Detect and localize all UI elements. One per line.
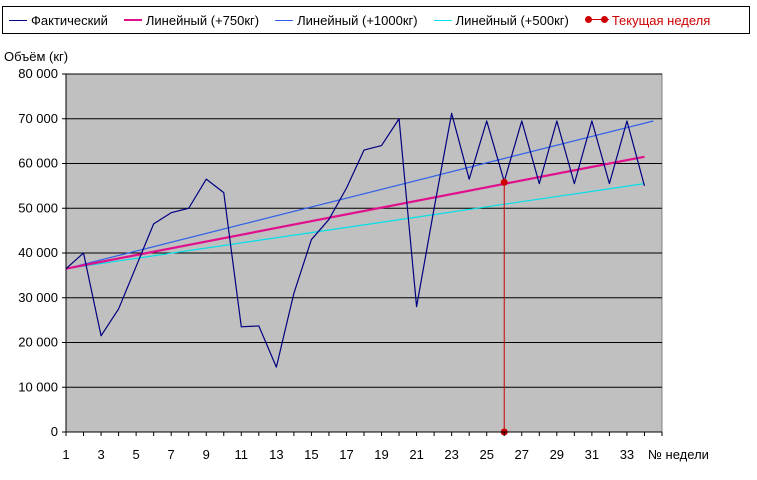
x-tick-label: 3 [97,447,104,462]
series-line-2 [65,120,654,270]
x-tick-label: 31 [585,447,599,462]
series-line-0 [65,112,646,368]
x-tick-label: 5 [133,447,140,462]
legend-label-current-week: Текущая неделя [611,12,711,28]
legend-swatch-linear-1000 [275,19,294,21]
legend-swatch-linear-500 [433,19,452,21]
y-tick-label: 60 000 [18,156,58,171]
legend-item-linear-500: Линейный (+500кг) [433,12,569,28]
x-tick-label: 21 [409,447,423,462]
y-tick-label: 40 000 [18,245,58,260]
legend-item-linear-1000: Линейный (+1000кг) [275,12,418,28]
x-tick-label: 13 [269,447,283,462]
x-tick-label: 33 [620,447,634,462]
legend-label-actual: Фактический [31,12,108,28]
x-tick-label: 25 [479,447,493,462]
x-tick-label: 27 [515,447,529,462]
x-tick-label: 23 [444,447,458,462]
x-tick-label: 29 [550,447,564,462]
y-axis-label: Объём (кг) [4,49,68,64]
series-line-3 [65,183,645,270]
legend-label-linear-1000: Линейный (+1000кг) [297,12,418,28]
legend-swatch-linear-750 [123,19,142,21]
y-tick-label: 30 000 [18,290,58,305]
x-tick-label: 9 [203,447,210,462]
y-tick-label: 0 [51,424,58,439]
legend-label-linear-750: Линейный (+750кг) [145,12,260,28]
x-tick-label: 7 [168,447,175,462]
x-axis-label: № недели [648,447,709,462]
x-tick-label: 11 [235,447,249,462]
current-week-point [500,178,508,186]
legend-item-actual: Фактический [9,13,108,28]
x-tick-label: 19 [374,447,388,462]
series-line-1 [65,155,645,270]
legend-item-linear-750: Линейный (+750кг) [123,12,260,28]
legend: Фактический Линейный (+750кг) Линейный (… [2,6,750,34]
legend-item-current-week: Текущая неделя [584,12,711,28]
legend-label-linear-500: Линейный (+500кг) [455,12,569,28]
x-tick-label: 1 [62,447,69,462]
x-tick-label: 17 [339,447,353,462]
y-tick-label: 70 000 [18,111,58,126]
legend-marker-current-week [584,15,609,25]
x-tick-label: 15 [304,447,318,462]
y-tick-label: 20 000 [18,335,58,350]
y-tick-label: 80 000 [18,66,58,81]
y-tick-label: 50 000 [18,200,58,215]
y-tick-label: 10 000 [18,379,58,394]
legend-swatch-actual [9,19,27,21]
